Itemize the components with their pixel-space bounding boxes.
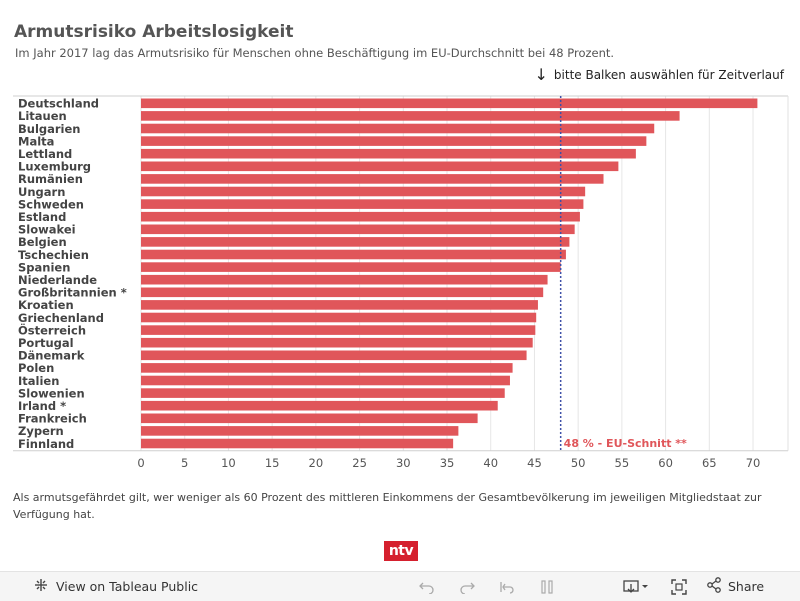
tableau-toolbar: View on Tableau Public Share (0, 571, 800, 601)
bar[interactable] (141, 98, 758, 109)
x-tick-label: 35 (440, 456, 455, 470)
category-label: Rumänien (18, 172, 83, 186)
category-label: Portugal (18, 336, 74, 350)
bar-chart: DeutschlandLitauenBulgarienMaltaLettland… (13, 95, 789, 470)
x-tick-label: 40 (483, 456, 498, 470)
revert-icon[interactable] (498, 578, 516, 596)
category-label: Griechenland (18, 311, 104, 325)
bar[interactable] (141, 237, 570, 247)
share-label: Share (728, 579, 765, 594)
category-label: Ungarn (18, 185, 65, 199)
bar[interactable] (141, 224, 575, 235)
x-tick-label: 65 (702, 456, 717, 470)
bar[interactable] (141, 325, 536, 335)
category-label: Zypern (18, 424, 64, 438)
category-label: Bulgarien (18, 122, 81, 136)
ntv-logo: ntv (384, 541, 418, 561)
x-tick-label: 10 (221, 456, 236, 470)
category-label: Frankreich (18, 412, 87, 426)
bar[interactable] (141, 199, 584, 209)
bar[interactable] (141, 363, 513, 373)
category-label: Estland (18, 210, 66, 224)
category-label: Spanien (18, 260, 70, 274)
x-tick-label: 60 (658, 456, 673, 470)
view-on-tableau-label: View on Tableau Public (56, 579, 199, 594)
bar[interactable] (141, 388, 505, 398)
category-label: Kroatien (18, 298, 74, 312)
bar[interactable] (141, 400, 498, 411)
view-on-tableau-button[interactable]: View on Tableau Public (34, 578, 198, 595)
bar[interactable] (141, 262, 561, 272)
x-tick-label: 70 (746, 456, 761, 470)
bar[interactable] (141, 161, 619, 172)
category-label: Tschechien (18, 248, 89, 262)
bar[interactable] (141, 300, 538, 310)
x-tick-label: 50 (571, 456, 586, 470)
footnote: Als armutsgefährdet gilt, wer weniger al… (13, 491, 762, 521)
category-label: Finnland (18, 437, 74, 451)
bar[interactable] (141, 312, 537, 323)
category-label: Großbritannien * (18, 286, 127, 300)
x-tick-label: 25 (352, 456, 367, 470)
x-tick-label: 20 (309, 456, 324, 470)
bar[interactable] (141, 438, 454, 449)
category-label: Irland * (18, 399, 66, 413)
bar[interactable] (141, 148, 636, 159)
x-tick-label: 15 (265, 456, 280, 470)
arrow-down-icon: ↓ (534, 65, 548, 84)
category-label: Litauen (18, 109, 67, 123)
fullscreen-icon[interactable] (670, 578, 688, 596)
category-label: Deutschland (18, 97, 99, 111)
bar[interactable] (141, 123, 655, 134)
selection-hint-label: bitte Balken auswählen für Zeitverlauf (553, 68, 784, 82)
bar[interactable] (141, 211, 580, 222)
bar[interactable] (141, 136, 647, 146)
redo-icon[interactable] (458, 578, 476, 596)
category-label: Slowenien (18, 386, 85, 400)
bar[interactable] (141, 287, 544, 298)
category-label: Slowakei (18, 223, 76, 237)
bar[interactable] (141, 111, 680, 121)
bar[interactable] (141, 249, 566, 260)
bar[interactable] (141, 413, 478, 424)
category-label: Belgien (18, 235, 67, 249)
bar[interactable] (141, 186, 586, 197)
category-label: Österreich (18, 322, 86, 337)
category-label: Niederlande (18, 273, 97, 287)
bar[interactable] (141, 174, 604, 184)
bar[interactable] (141, 274, 548, 285)
selection-hint: ↓ bitte Balken auswählen für Zeitverlauf (535, 67, 785, 83)
download-icon[interactable] (622, 578, 652, 596)
category-label: Polen (18, 361, 54, 375)
category-label: Schweden (18, 197, 84, 211)
x-tick-label: 5 (181, 456, 188, 470)
reference-line-label: 48 % - EU-Schnitt ** (564, 437, 687, 450)
undo-icon[interactable] (418, 578, 436, 596)
chart-title: Armutsrisiko Arbeitslosigkeit (14, 22, 294, 42)
share-button[interactable]: Share (706, 577, 764, 596)
category-label: Malta (18, 134, 54, 148)
bar[interactable] (141, 337, 533, 348)
x-tick-label: 0 (137, 456, 144, 470)
category-label: Dänemark (18, 349, 85, 363)
category-label: Lettland (18, 147, 72, 161)
x-tick-label: 55 (615, 456, 630, 470)
category-label: Luxemburg (18, 160, 91, 174)
category-label: Italien (18, 374, 59, 388)
pause-icon[interactable] (538, 578, 556, 596)
bar[interactable] (141, 375, 510, 386)
x-tick-label: 45 (527, 456, 542, 470)
tableau-icon (34, 578, 48, 595)
bar[interactable] (141, 426, 459, 436)
share-icon (706, 577, 722, 596)
chart-subtitle: Im Jahr 2017 lag das Armutsrisiko für Me… (15, 46, 615, 60)
x-tick-label: 30 (396, 456, 411, 470)
bar[interactable] (141, 350, 527, 361)
